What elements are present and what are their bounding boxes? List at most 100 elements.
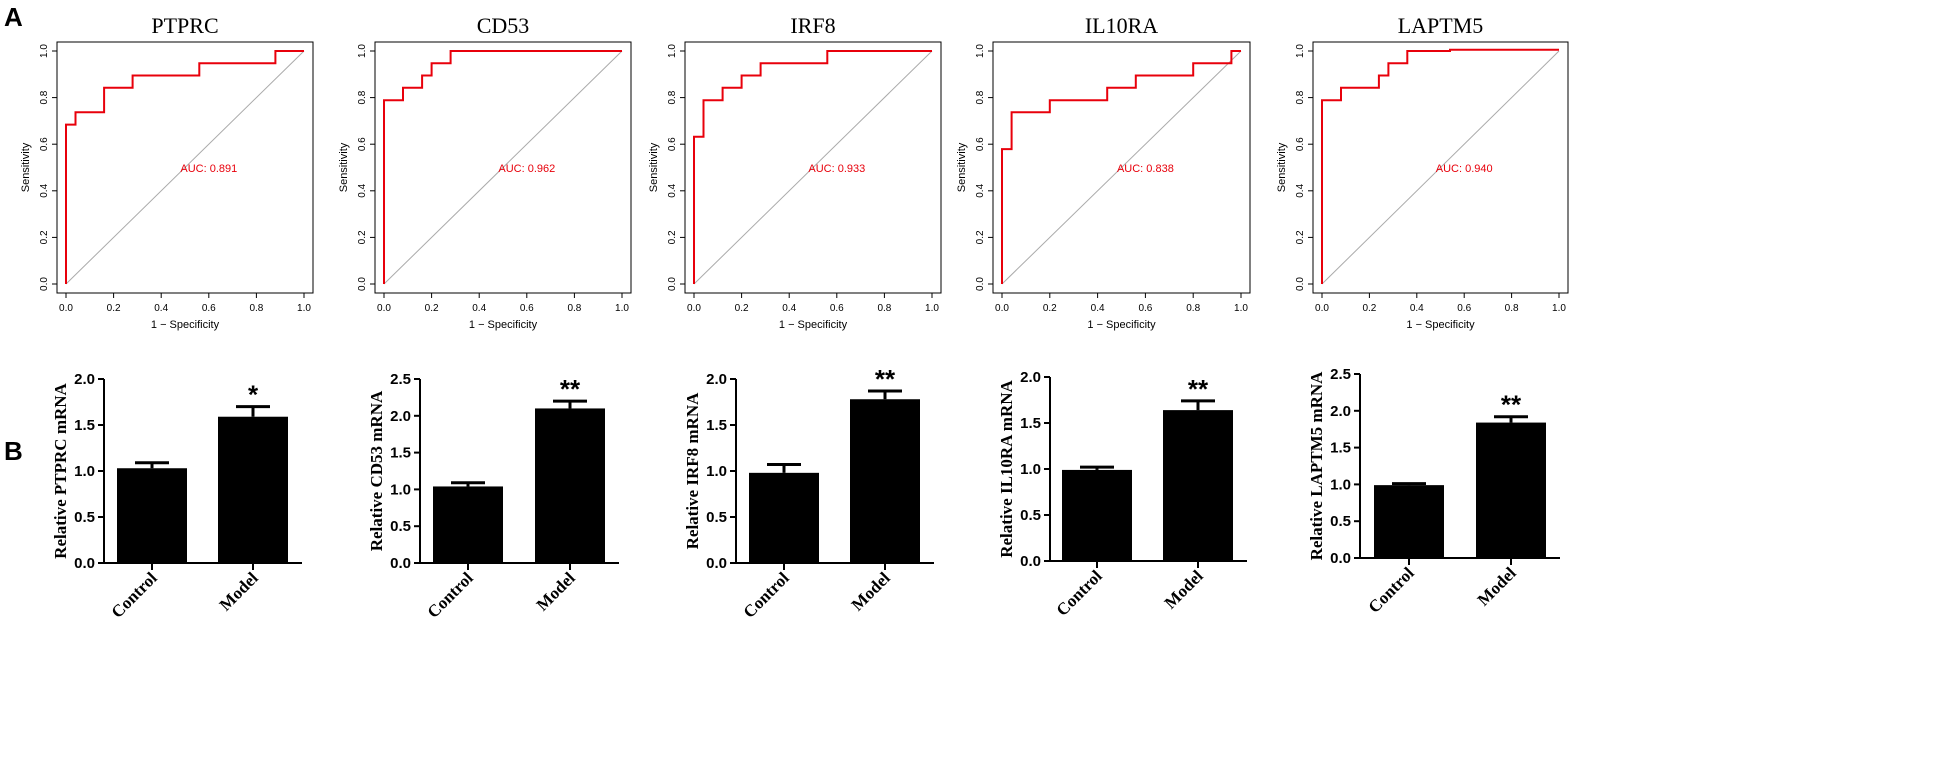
- y-tick-label: 2.5: [1330, 366, 1351, 383]
- x-tick-label: 0.0: [59, 303, 73, 314]
- y-tick-label: 0.4: [667, 183, 678, 197]
- significance-marker: **: [875, 364, 896, 394]
- x-tick-label: 0.0: [377, 303, 391, 314]
- x-tick-label: 0.4: [154, 303, 168, 314]
- x-axis-label: 1 − Specificity: [1087, 319, 1156, 331]
- y-tick-label: 0.5: [1020, 507, 1041, 524]
- y-tick-label: 0.8: [667, 90, 678, 104]
- y-tick-label: 0.2: [357, 230, 368, 244]
- auc-label: AUC: 0.891: [180, 163, 237, 175]
- x-tick-label: 0.2: [1043, 303, 1057, 314]
- x-category-label: Model: [1474, 563, 1520, 609]
- y-tick-label: 2.0: [706, 371, 727, 388]
- x-category-label: Model: [1161, 566, 1207, 612]
- y-tick-label: 0.4: [357, 183, 368, 197]
- roc-title: CD53: [477, 13, 530, 38]
- panel-label-a: A: [4, 2, 23, 32]
- y-tick-label: 0.6: [1295, 137, 1306, 151]
- y-tick-label: 0.0: [357, 277, 368, 291]
- plot-frame: [992, 41, 1251, 294]
- y-axis-label: Sensitivity: [20, 142, 32, 192]
- x-tick-label: 0.2: [425, 303, 439, 314]
- bar-control: [749, 472, 819, 563]
- significance-marker: *: [248, 380, 259, 410]
- roc-curves-panel: PTPRC 0.0 0.0 0.2 0.2 0.4 0.4 0.6 0.6 0.8 0.8 1.0 1.…: [20, 13, 1569, 331]
- panel-label-b: B: [4, 436, 23, 466]
- x-tick-label: 0.4: [782, 303, 796, 314]
- roc-curve: [65, 50, 304, 284]
- bar-control: [433, 486, 503, 563]
- x-tick-label: 0.6: [202, 303, 216, 314]
- x-tick-label: 0.6: [1457, 303, 1471, 314]
- y-tick-label: 0.5: [390, 518, 411, 535]
- bar-control: [1062, 469, 1132, 561]
- roc-title: IRF8: [790, 13, 835, 38]
- x-tick-label: 0.0: [1315, 303, 1329, 314]
- y-axis-label: Sensitivity: [648, 142, 660, 192]
- x-axis-label: 1 − Specificity: [151, 319, 220, 331]
- x-tick-label: 0.2: [107, 303, 121, 314]
- y-tick-label: 2.0: [1020, 369, 1041, 386]
- y-tick-label: 1.5: [74, 417, 95, 434]
- y-tick-label: 0.6: [975, 137, 986, 151]
- y-tick-label: 0.2: [39, 230, 50, 244]
- x-tick-label: 0.4: [472, 303, 486, 314]
- y-axis-label: Sensitivity: [956, 142, 968, 192]
- x-tick-label: 1.0: [925, 303, 939, 314]
- significance-marker: **: [560, 374, 581, 404]
- bar-model: [1476, 422, 1546, 558]
- y-tick-label: 1.5: [390, 445, 411, 462]
- y-tick-label: 1.0: [667, 44, 678, 58]
- auc-label: AUC: 0.838: [1117, 163, 1174, 175]
- bar-control: [1374, 485, 1444, 558]
- x-category-label: Model: [533, 568, 579, 614]
- y-tick-label: 2.5: [390, 371, 411, 388]
- bar-model: [218, 416, 288, 563]
- y-axis-label: Relative IL10RA mRNA: [997, 380, 1016, 558]
- bar-model: [850, 399, 920, 563]
- reference-diagonal: [383, 50, 623, 285]
- bar-control: [117, 468, 187, 563]
- bar-model: [535, 408, 605, 563]
- y-tick-label: 0.4: [39, 183, 50, 197]
- x-category-label: Model: [848, 568, 894, 614]
- y-axis-label: Sensitivity: [338, 142, 350, 192]
- roc-title: IL10RA: [1085, 13, 1158, 38]
- y-tick-label: 1.0: [1020, 461, 1041, 478]
- y-tick-label: 0.0: [74, 555, 95, 572]
- y-tick-label: 1.0: [1295, 44, 1306, 58]
- x-category-label: Control: [1365, 563, 1418, 616]
- y-axis-label: Sensitivity: [1276, 142, 1288, 192]
- reference-diagonal: [1001, 50, 1242, 285]
- y-tick-label: 0.0: [390, 555, 411, 572]
- roc-chart-ptprc: PTPRC 0.0 0.0 0.2 0.2 0.4 0.4 0.6 0.6 0.8 0.8 1.0 1.…: [20, 13, 314, 331]
- plot-frame: [1312, 41, 1569, 294]
- x-tick-label: 0.6: [1138, 303, 1152, 314]
- y-axis-label: Relative IRF8 mRNA: [683, 392, 702, 549]
- x-category-label: Control: [1053, 566, 1106, 619]
- auc-label: AUC: 0.962: [498, 163, 555, 175]
- y-tick-label: 0.0: [1330, 550, 1351, 567]
- x-category-label: Control: [424, 568, 477, 621]
- y-tick-label: 0.8: [1295, 90, 1306, 104]
- y-tick-label: 0.0: [975, 277, 986, 291]
- roc-chart-il10ra: IL10RA 0.0 0.0 0.2 0.2 0.4 0.4 0.6 0.6 0.8 0.8 1.0 1…: [956, 13, 1251, 331]
- x-tick-label: 0.2: [735, 303, 749, 314]
- y-tick-label: 1.0: [975, 44, 986, 58]
- y-tick-label: 2.0: [1330, 403, 1351, 420]
- y-tick-label: 1.0: [390, 481, 411, 498]
- y-axis-label: Relative LAPTM5 mRNA: [1307, 371, 1326, 561]
- roc-chart-laptm5: LAPTM5 0.0 0.0 0.2 0.2 0.4 0.4 0.6 0.6 0.8 0.8 1.0 1…: [1276, 13, 1569, 331]
- y-tick-label: 1.0: [357, 44, 368, 58]
- y-tick-label: 1.5: [706, 417, 727, 434]
- y-tick-label: 0.2: [1295, 230, 1306, 244]
- roc-curve: [1001, 50, 1241, 284]
- auc-label: AUC: 0.940: [1436, 163, 1493, 175]
- y-tick-label: 0.5: [1330, 513, 1351, 530]
- y-tick-label: 2.0: [390, 408, 411, 425]
